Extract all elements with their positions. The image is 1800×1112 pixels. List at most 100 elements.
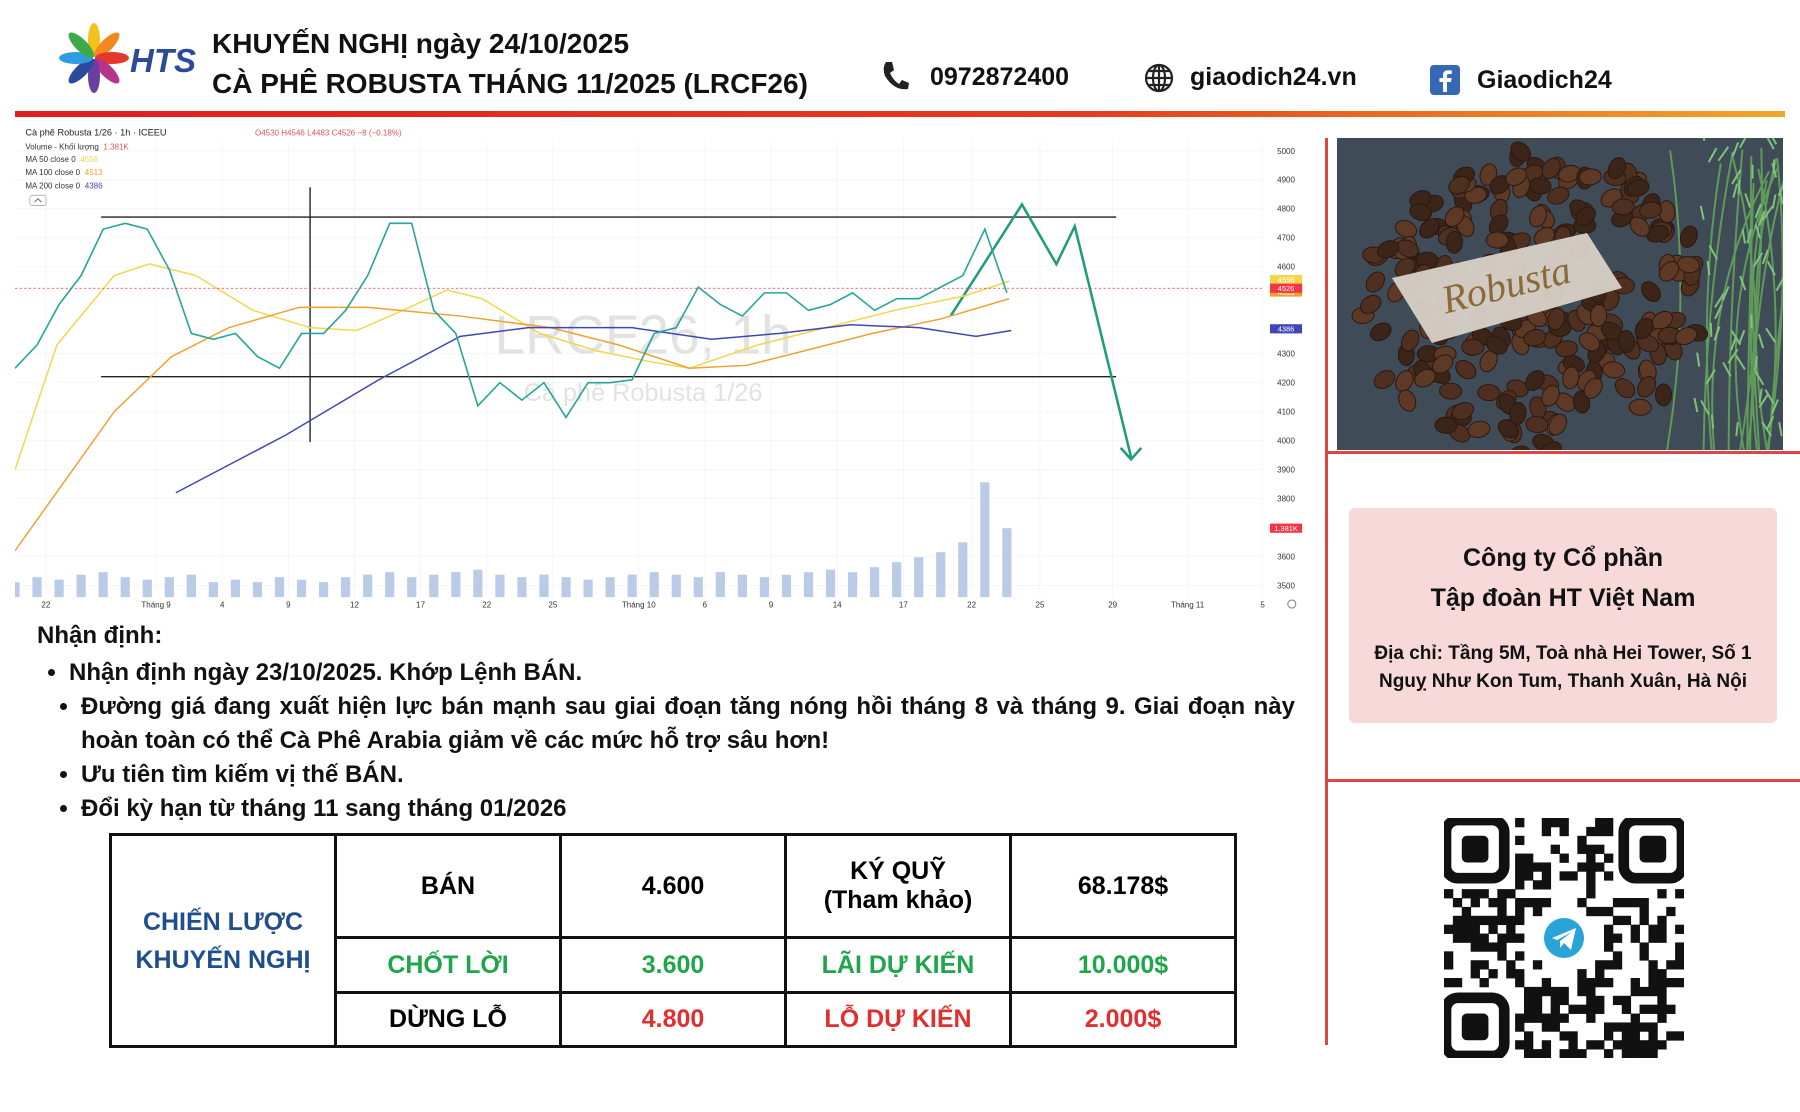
qr-module bbox=[1657, 978, 1667, 988]
qr-module bbox=[1630, 898, 1640, 908]
ma-tag-bg bbox=[1269, 274, 1303, 285]
plant-leaf bbox=[1708, 244, 1719, 260]
qr-module bbox=[1639, 1022, 1649, 1032]
coffee-bean bbox=[1583, 377, 1603, 399]
coffee-bean bbox=[1505, 167, 1528, 187]
qr-module bbox=[1630, 978, 1640, 988]
qr-module bbox=[1461, 906, 1472, 917]
qr-module bbox=[1497, 915, 1507, 926]
collapse-button[interactable] bbox=[29, 194, 47, 206]
qr-finder bbox=[1444, 818, 1510, 884]
coffee-bean bbox=[1541, 384, 1560, 407]
qr-module bbox=[1515, 880, 1525, 890]
qr-module bbox=[1577, 1004, 1587, 1014]
y-tick-label: 4800 bbox=[1277, 205, 1295, 214]
qr-module bbox=[1550, 1004, 1560, 1014]
column-divider bbox=[1325, 138, 1328, 1045]
qr-module bbox=[1444, 951, 1454, 961]
qr-module bbox=[1639, 986, 1649, 997]
volume-bar bbox=[208, 582, 218, 598]
qr-module bbox=[1595, 1004, 1605, 1014]
volume-bar bbox=[671, 574, 681, 598]
coffee-bean bbox=[1448, 175, 1471, 195]
qr-module bbox=[1577, 898, 1587, 908]
coffee-bean bbox=[1467, 420, 1491, 439]
qr-module bbox=[1630, 1031, 1640, 1041]
qr-module bbox=[1612, 995, 1623, 1006]
qr-module bbox=[1532, 995, 1543, 1006]
qr-module bbox=[1559, 995, 1569, 1006]
table-cell: CHỐT LỜI bbox=[334, 936, 562, 994]
qr-module bbox=[1506, 924, 1516, 934]
plant-leaf bbox=[1741, 229, 1747, 244]
qr-module bbox=[1541, 978, 1552, 988]
qr-module bbox=[1532, 906, 1543, 917]
coffee-bean bbox=[1523, 328, 1547, 347]
table-cell: 4.600 bbox=[559, 832, 787, 940]
qr-module bbox=[1541, 1022, 1552, 1032]
qr-module bbox=[1621, 1049, 1632, 1058]
table-cell: 10.000$ bbox=[1009, 936, 1237, 994]
plant-leaf bbox=[1705, 369, 1716, 385]
coffee-bean bbox=[1547, 307, 1566, 331]
coffee-bean bbox=[1444, 206, 1465, 227]
qr-module bbox=[1648, 986, 1658, 997]
coffee-photo: Robusta bbox=[1337, 138, 1783, 450]
volume-name: Volume - Khối lượng bbox=[25, 142, 98, 151]
ma-legend: MA 50 close 0 4556 bbox=[25, 155, 98, 164]
x-tick-label: 22 bbox=[967, 600, 976, 609]
qr-module bbox=[1586, 1004, 1596, 1014]
y-tick-label: 4300 bbox=[1277, 350, 1295, 359]
coffee-bean bbox=[1675, 326, 1698, 346]
volume-bar bbox=[495, 574, 505, 598]
qr-module bbox=[1657, 924, 1667, 934]
coffee-bean bbox=[1634, 317, 1654, 340]
qr-module bbox=[1479, 960, 1489, 970]
coffee-bean bbox=[1477, 384, 1501, 402]
settings-icon[interactable] bbox=[1287, 599, 1297, 609]
analysis-point: Ưu tiên tìm kiếm vị thế BÁN. bbox=[81, 758, 1295, 792]
volume-tag-bg bbox=[1269, 523, 1303, 533]
qr-module bbox=[1595, 906, 1605, 917]
qr-module bbox=[1604, 924, 1614, 934]
plant-stem bbox=[1739, 147, 1763, 450]
coffee-bean bbox=[1394, 257, 1416, 278]
qr-module bbox=[1444, 889, 1454, 899]
qr-module bbox=[1541, 880, 1552, 890]
qr-module bbox=[1657, 889, 1667, 899]
qr-module bbox=[1630, 1049, 1640, 1058]
analysis-heading: Nhận định: bbox=[37, 622, 163, 649]
coffee-bean bbox=[1654, 383, 1672, 407]
qr-finder-center bbox=[1461, 1013, 1489, 1041]
qr-module bbox=[1586, 853, 1596, 863]
qr-module bbox=[1550, 995, 1560, 1006]
phone: 0972872400 bbox=[930, 63, 1070, 91]
qr-module bbox=[1452, 933, 1463, 943]
qr-module bbox=[1675, 978, 1684, 988]
plant-leaf bbox=[1732, 183, 1739, 198]
plant-leaf bbox=[1765, 327, 1777, 343]
plant-leaf bbox=[1731, 141, 1740, 157]
table-cell: BÁN bbox=[334, 832, 562, 940]
qr-module bbox=[1479, 933, 1489, 943]
qr-module bbox=[1604, 853, 1614, 863]
qr-module bbox=[1612, 1022, 1623, 1032]
telegram-plane bbox=[1552, 928, 1576, 950]
qr-module bbox=[1470, 889, 1480, 899]
qr-module bbox=[1639, 1004, 1649, 1014]
qr-module bbox=[1577, 862, 1587, 872]
x-tick-label: 22 bbox=[482, 600, 491, 609]
header-rule bbox=[15, 111, 1785, 117]
qr-module bbox=[1586, 995, 1596, 1006]
volume-bar bbox=[958, 542, 968, 598]
y-tick-label: 3600 bbox=[1277, 552, 1295, 561]
coffee-bean bbox=[1628, 398, 1652, 416]
qr-module bbox=[1577, 844, 1587, 854]
analysis-point: Đường giá đang xuất hiện lực bán mạnh sa… bbox=[81, 690, 1295, 758]
ma-line bbox=[175, 324, 1012, 494]
plant-leaf bbox=[1738, 138, 1747, 149]
qr-module bbox=[1630, 1040, 1640, 1050]
plant-leaf bbox=[1739, 275, 1747, 291]
coffee-bean bbox=[1419, 218, 1440, 239]
